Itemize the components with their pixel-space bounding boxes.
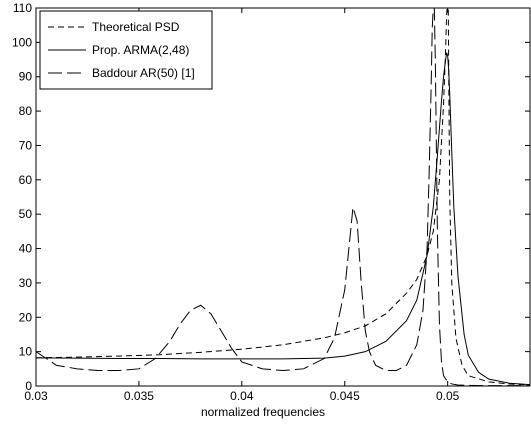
- legend: Theoretical PSD Prop. ARMA(2,48) Baddour A…: [39, 10, 213, 90]
- y-tick-label: 80: [19, 104, 33, 118]
- series-line-1: [36, 52, 530, 386]
- y-tick-label: 20: [19, 310, 33, 324]
- ticks-layer: 0.03 0.035 0.04 0.045 0.05 0 10 20 30 40 50 60 70 80 9…: [12, 1, 530, 403]
- legend-entry-label: Theoretical PSD: [92, 20, 180, 34]
- x-tick-label: 0.03: [24, 389, 48, 403]
- y-tick-label: 40: [19, 242, 33, 256]
- x-tick-label: 0.05: [436, 389, 460, 403]
- x-tick-label: 0.035: [124, 389, 154, 403]
- y-tick-label: 30: [19, 276, 33, 290]
- series-line-0: [36, 8, 530, 386]
- x-axis-label: normalized frequencies: [201, 405, 325, 419]
- series-layer: [36, 8, 530, 386]
- y-tick-label: 90: [19, 70, 33, 84]
- y-tick-label: 50: [19, 207, 33, 221]
- y-tick-label: 60: [19, 173, 33, 187]
- x-tick-label: 0.045: [330, 389, 360, 403]
- y-tick-label: 100: [12, 35, 32, 49]
- series-line-2: [36, 8, 530, 386]
- y-tick-label: 70: [19, 138, 33, 152]
- legend-entry-label: Baddour AR(50) [1]: [92, 66, 195, 80]
- y-tick-label: 110: [13, 1, 32, 15]
- legend-entry-label: Prop. ARMA(2,48): [92, 43, 189, 57]
- y-tick-label: 10: [19, 345, 33, 359]
- y-tick-label: 0: [25, 379, 32, 393]
- x-tick-label: 0.04: [230, 389, 254, 403]
